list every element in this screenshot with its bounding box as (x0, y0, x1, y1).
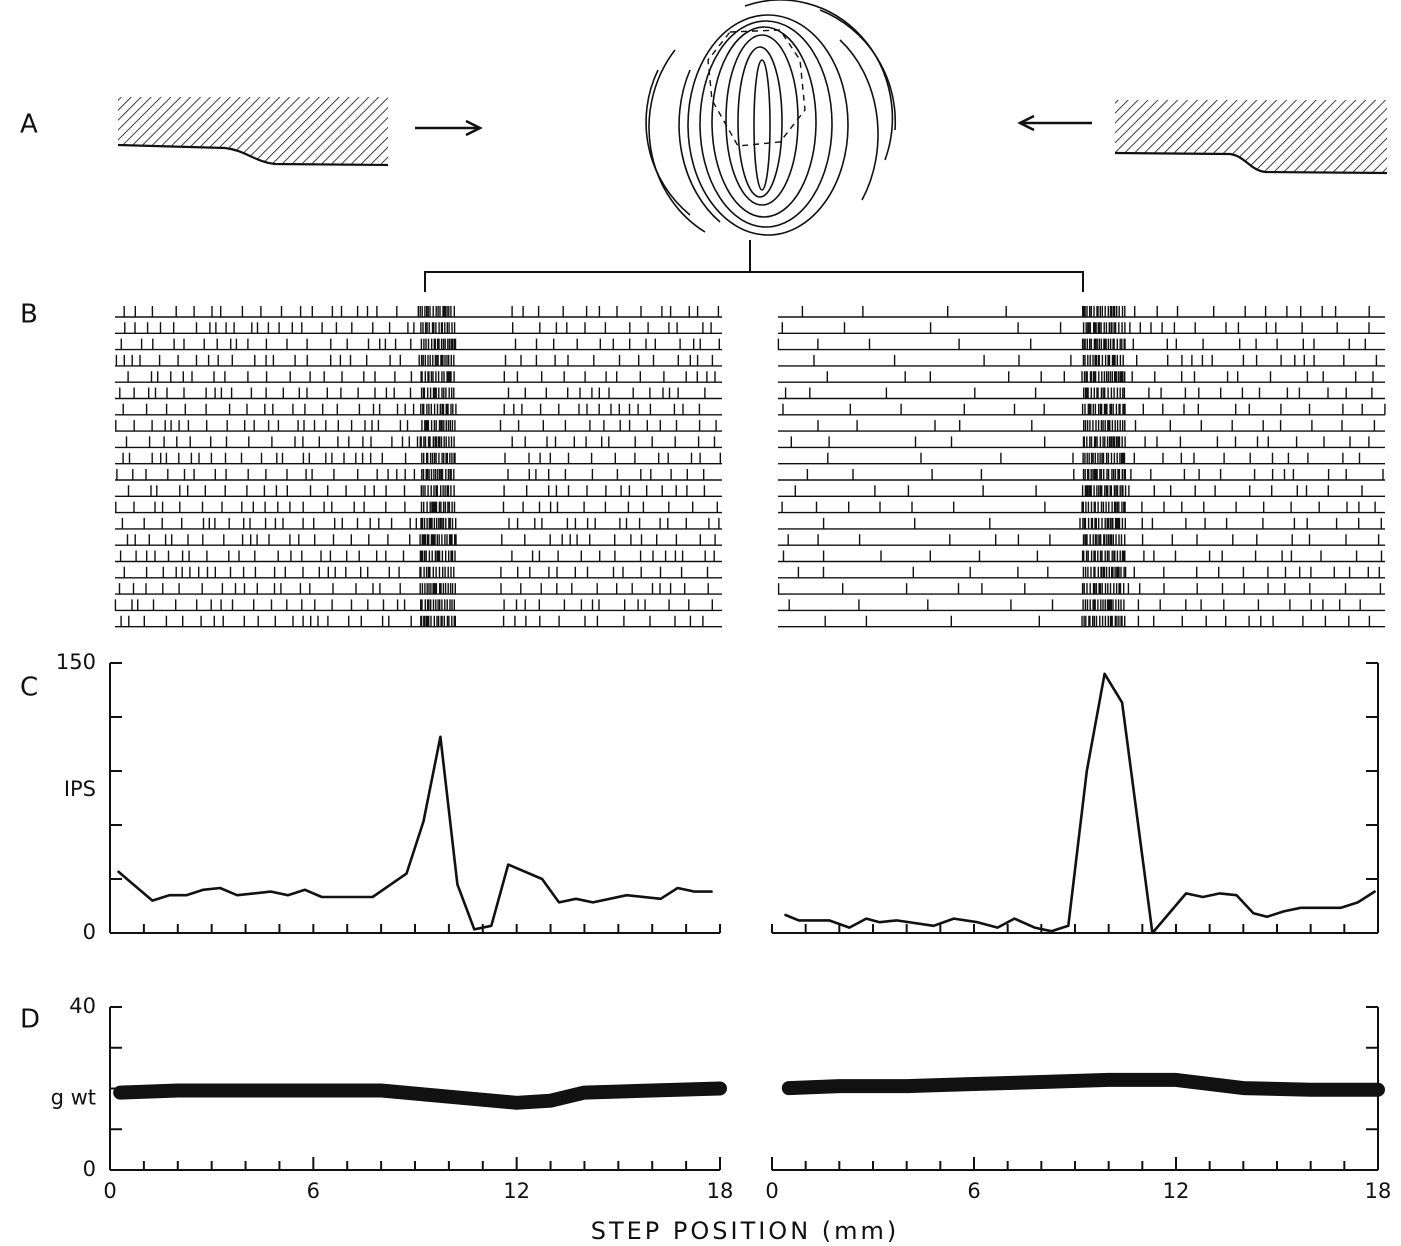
raster-spikes (777, 583, 1382, 595)
raster-spikes (827, 452, 1361, 464)
rate-line (784, 672, 1376, 935)
raster-spikes (782, 550, 1383, 562)
raster-spikes (122, 403, 701, 415)
raster-spikes (120, 615, 704, 627)
raster-spikes (119, 550, 715, 562)
panel-label: B (20, 300, 38, 330)
bracket (424, 240, 1084, 292)
x-tick-label: 0 (103, 1179, 116, 1203)
x-tick-label: 18 (707, 1179, 734, 1203)
raster-spikes (121, 517, 720, 529)
x-tick-label: 12 (503, 1179, 530, 1203)
stimulus-right (1114, 100, 1388, 175)
y-tick-label: 150 (56, 650, 96, 674)
raster-spikes (782, 403, 1386, 415)
raster-spikes (813, 354, 1378, 366)
raster-spikes (127, 371, 716, 383)
rate-line (117, 735, 713, 931)
raster-spikes (126, 534, 716, 546)
raster-spikes (118, 583, 709, 595)
raster-spikes (123, 306, 720, 317)
raster-spikes (125, 436, 716, 448)
y-axis-label: g wt (51, 1086, 96, 1110)
raster-spikes (124, 322, 712, 334)
y-tick-label: 40 (69, 994, 96, 1018)
raster-spikes (788, 599, 1361, 611)
raster-spikes (114, 599, 713, 611)
arrow-left (1017, 114, 1092, 132)
panel-label: A (20, 110, 38, 140)
y-tick-label: 0 (83, 1157, 96, 1181)
x-tick-label: 6 (967, 1179, 980, 1203)
arrow-right (415, 119, 483, 137)
raster-spikes (122, 452, 721, 464)
raster-spikes (822, 517, 1382, 529)
raster-spikes (787, 534, 1380, 546)
raster (114, 306, 1386, 628)
raster-spikes (115, 354, 714, 366)
raster-spikes (817, 420, 1376, 432)
raster-spikes (801, 306, 1370, 317)
raster-spikes (115, 501, 718, 513)
stimulus-left (117, 97, 389, 167)
raster-spikes (127, 485, 706, 497)
raster-spikes (777, 338, 1366, 350)
raster-spikes (826, 371, 1374, 383)
raster-spikes (120, 338, 720, 350)
force-trace (781, 1072, 1385, 1097)
x-tick-label: 0 (765, 1179, 778, 1203)
raster-spikes (781, 322, 1370, 334)
force-trace (113, 1081, 727, 1110)
raster-spikes (806, 469, 1384, 480)
x-tick-label: 12 (1163, 1179, 1190, 1203)
raster-spikes (116, 469, 705, 480)
x-tick-label: 6 (307, 1179, 320, 1203)
raster-spikes (123, 566, 709, 578)
fingerprint (645, 0, 897, 236)
raster-spikes (790, 436, 1370, 448)
y-tick-label: 0 (83, 920, 96, 944)
raster-spikes (784, 387, 1373, 399)
y-axis-label: IPS (64, 777, 96, 801)
panel-label: C (20, 673, 38, 703)
x-axis-label: STEP POSITION (mm) (591, 1217, 900, 1245)
raster-spikes (797, 566, 1380, 578)
x-tick-label: 18 (1365, 1179, 1392, 1203)
raster-spikes (824, 615, 1371, 627)
raster-spikes (781, 501, 1376, 513)
raster-spikes (794, 485, 1363, 497)
raster-spikes (119, 387, 706, 399)
panel-label: D (20, 1005, 40, 1035)
raster-spikes (115, 420, 717, 432)
